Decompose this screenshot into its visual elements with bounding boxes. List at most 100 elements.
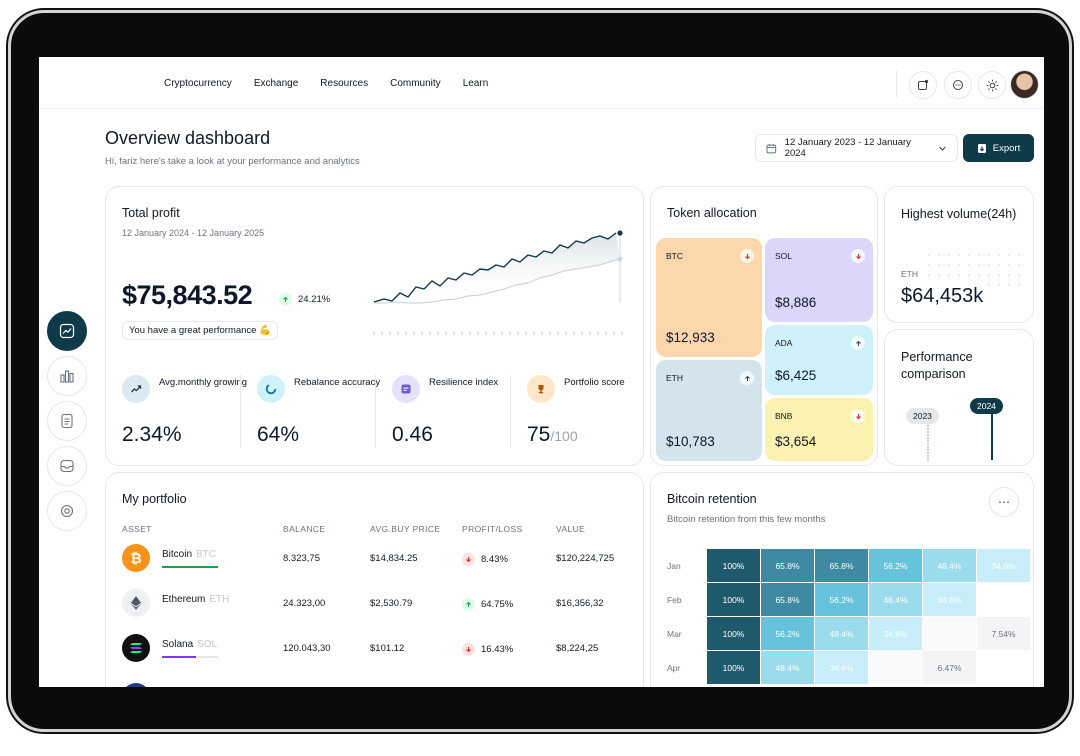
sidebar-item-overview[interactable] [47,311,87,351]
chart-cursor-dot-secondary [617,256,623,262]
chat-icon [953,80,963,90]
retention-cell[interactable]: 34.6% [869,617,922,650]
stat-avg-monthly: Avg.monthly growing 2.34% [122,375,248,449]
top-navigation: Cryptocurrency Exchange Resources Commun… [39,57,1044,109]
retention-cell[interactable]: 65.8% [761,583,814,616]
token-allocation-card: Token allocation BTC $12,933 SOL $8,886 … [650,186,878,466]
retention-cell[interactable] [923,617,976,650]
retention-cell[interactable]: 6.47% [923,651,976,684]
stat-value: 75/100 [527,423,578,447]
retention-cell[interactable]: 100% [707,617,760,650]
notification-button[interactable] [909,71,937,99]
arrow-down-icon [462,553,475,566]
nav-cryptocurrency[interactable]: Cryptocurrency [164,78,232,89]
portfolio-row-solana[interactable]: Solana SOL 120.043,30 $101.12 16.43% $8,2… [122,630,622,670]
total-profit-date: 12 January 2024 - 12 January 2025 [122,228,265,238]
bitcoin-icon: ₿ [122,544,150,572]
retention-cell[interactable] [869,651,922,684]
main-nav: Cryptocurrency Exchange Resources Commun… [164,78,488,89]
retention-cell[interactable]: 48.4% [923,549,976,582]
sidebar-item-analytics[interactable] [47,356,87,396]
performance-comparison-title: Performance comparison [901,350,973,381]
token-tile-ada[interactable]: ADA $6,425 [765,325,873,395]
retention-cell[interactable]: 65.8% [761,549,814,582]
asset-balance: 8.323,75 [283,553,320,564]
asset-symbol: BTC [196,549,217,560]
date-range-label: 12 January 2023 - 12 January 2024 [784,137,911,159]
messages-button[interactable] [944,71,972,99]
performance-comparison-card: Performance comparison 2023 2024 [884,329,1034,466]
retention-cell[interactable]: 48.4% [761,651,814,684]
token-tile-eth[interactable]: ETH $10,783 [656,360,762,461]
token-tile-bnb[interactable]: BNB $3,654 [765,398,873,461]
nav-community[interactable]: Community [390,78,441,89]
retention-cell[interactable]: 7.54% [977,617,1030,650]
token-symbol: BNB [775,411,793,421]
user-avatar[interactable] [1010,70,1039,99]
asset-progress-bar [162,656,218,658]
asset-symbol: ETH [209,594,230,605]
total-profit-amount: $75,843.52 [122,280,253,310]
retention-subtitle: Bitcoin retention from this few months [667,514,826,525]
retention-cell[interactable]: 56.2% [869,549,922,582]
stat-divider [510,375,511,447]
stat-label: Avg.monthly growing [159,377,248,388]
token-amount: $6,425 [775,368,817,383]
portfolio-row-bitcoin[interactable]: ₿ Bitcoin BTC 8.323,75 $14,834.25 8.43% $… [122,540,622,580]
retention-cell[interactable]: 34.6% [815,651,868,684]
nav-resources[interactable]: Resources [320,78,369,89]
retention-month-label: Jan [667,561,681,571]
asset-name-text: Ethereum [162,594,206,605]
token-tile-btc[interactable]: BTC $12,933 [656,238,762,357]
export-button[interactable]: Export [963,134,1034,162]
sidebar-item-settings[interactable] [47,491,87,531]
highest-volume-title: Highest volume(24h) [901,207,1017,221]
portfolio-row-ethereum[interactable]: Ethereum ETH 24.323,00 $2,530.79 64.75% $… [122,585,622,625]
chart-tick-marks [373,331,623,335]
stat-value: 0.46 [392,423,433,446]
retention-cell[interactable]: 34.6% [923,583,976,616]
dashboard-screen: Cryptocurrency Exchange Resources Commun… [39,57,1044,687]
token-allocation-title: Token allocation [667,206,757,220]
retention-cell[interactable]: 100% [707,583,760,616]
retention-cell[interactable]: 56.2% [815,583,868,616]
token-amount: $3,654 [775,434,817,449]
nav-learn[interactable]: Learn [462,78,489,89]
retention-cell[interactable]: 48.4% [869,583,922,616]
retention-cell[interactable]: 34.6% [977,549,1030,582]
more-dots-icon: ⋯ [998,495,1010,509]
retention-cell[interactable]: 100% [707,549,760,582]
column-balance: BALANCE [283,524,326,534]
chart-doc-icon [392,375,420,403]
bar-chart-icon [60,370,74,383]
profit-loss-value: 8.43% [481,554,508,565]
date-range-picker[interactable]: 12 January 2023 - 12 January 2024 [755,134,958,162]
more-options-button[interactable]: ⋯ [989,487,1019,517]
total-profit-card: Total profit 12 January 2024 - 12 Januar… [105,186,644,466]
token-amount: $12,933 [666,330,715,345]
nav-exchange[interactable]: Exchange [253,78,299,89]
sidebar-item-inbox[interactable] [47,446,87,486]
retention-month-label: Feb [667,595,682,605]
stat-label: Rebalance accuracy [294,377,381,388]
stat-value: 2.34% [122,423,182,446]
performance-badge: You have a great performance 💪 [122,321,278,340]
profit-change: 24.21% [279,293,330,306]
sidebar-item-reports[interactable] [47,401,87,441]
stat-portfolio-score: Portfolio score 75/100 [527,375,653,449]
retention-cell[interactable]: 100% [707,651,760,684]
theme-toggle-button[interactable] [978,71,1006,99]
year-2023-tag: 2023 [906,408,939,424]
asset-balance: 120.043,30 [283,643,331,654]
retention-cell[interactable]: 48.4% [815,617,868,650]
retention-cell[interactable]: 65.8% [815,549,868,582]
stat-resilience-index: Resilience index 0.46 [392,375,518,449]
retention-cell[interactable]: 56.2% [761,617,814,650]
next-asset-icon [122,683,150,687]
token-tile-sol[interactable]: SOL $8,886 [765,238,873,322]
asset-name: Solana SOL [162,639,217,650]
profit-trend-area [374,233,620,303]
calendar-icon [766,143,777,153]
portfolio-title: My portfolio [122,492,187,506]
bitcoin-retention-card: Bitcoin retention Bitcoin retention from… [650,472,1034,687]
